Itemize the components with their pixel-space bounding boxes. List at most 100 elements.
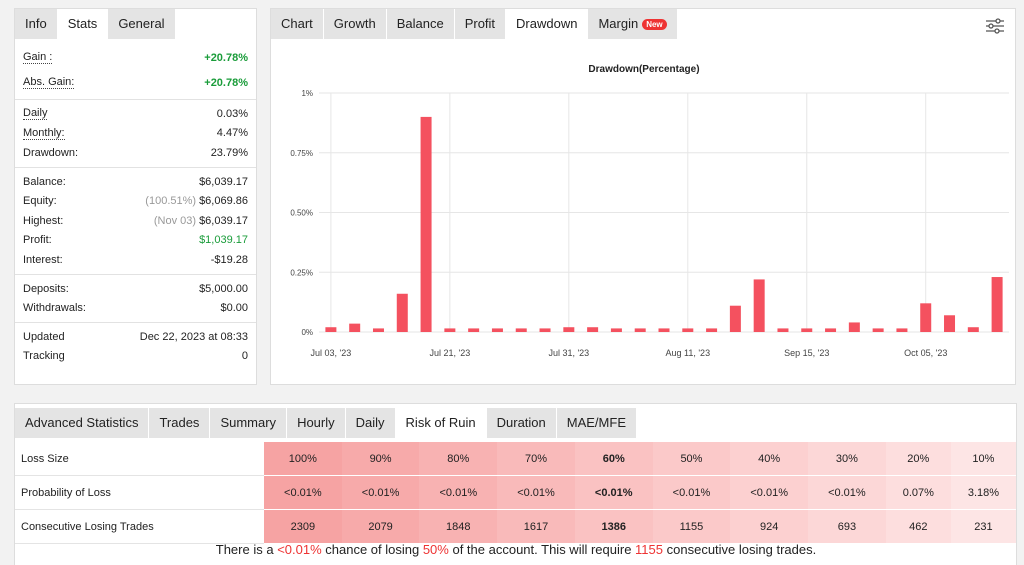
stat-label: Deposits:	[23, 282, 69, 295]
stat-value: Dec 22, 2023 at 08:33	[139, 330, 248, 343]
bar	[801, 328, 813, 332]
tab-label: Advanced Statistics	[25, 415, 139, 430]
stat-value: $6,039.17	[199, 175, 248, 188]
bar	[872, 328, 884, 332]
sentence-part: 1155	[635, 542, 664, 557]
bar	[944, 315, 956, 332]
cell: 1617	[497, 509, 575, 544]
stat-label: Balance:	[23, 175, 66, 188]
stats-group: Daily 0.03% Monthly: 4.47% Drawdown: 23.79%	[15, 100, 256, 168]
x-tick-label: Jul 31, '23	[548, 348, 589, 358]
settings-icon[interactable]	[985, 17, 1005, 35]
bar	[848, 322, 860, 332]
tab[interactable]: Info	[15, 9, 57, 39]
tab[interactable]: Hourly	[287, 408, 345, 438]
stats-row: Gain : +20.78%	[15, 45, 256, 70]
tab-label: Duration	[496, 415, 546, 430]
risk-sentence: There is a <0.01% chance of losing 50% o…	[15, 542, 1017, 557]
cell: 231	[950, 509, 1016, 544]
cell: <0.01%	[652, 475, 731, 510]
tab[interactable]: Summary	[210, 408, 287, 438]
stat-value-box: +20.78%	[204, 77, 248, 89]
tab-label: Summary	[220, 415, 277, 430]
cell: 100%	[264, 442, 342, 476]
tab[interactable]: Risk of Ruin	[395, 408, 486, 438]
tab[interactable]: Growth	[323, 9, 386, 39]
y-tick-label: 0%	[301, 328, 313, 337]
stat-value: $1,039.17	[199, 234, 248, 247]
tab-label: Profit	[464, 16, 496, 31]
advanced-panel: Advanced Statistics Trades Summary Hourly Da…	[14, 403, 1017, 565]
cell: 90%	[341, 442, 420, 476]
bar	[634, 328, 646, 332]
bar	[587, 327, 599, 332]
stat-value-box: 4.47%	[217, 127, 248, 139]
stats-tabs: Info Stats General	[15, 9, 256, 39]
tab-label: Margin	[598, 16, 639, 31]
bar	[753, 279, 765, 332]
tab[interactable]: Trades	[149, 408, 210, 438]
cell: 693	[808, 509, 886, 544]
stat-note: (Nov 03)	[153, 214, 197, 227]
tab-label: Risk of Ruin	[405, 415, 476, 430]
bar	[563, 327, 575, 332]
bar	[396, 293, 408, 332]
risk-table: Loss Size 100% 90% 80% 70% 60% 50% 40% 30% 20% 10%…	[15, 442, 1016, 544]
bar	[729, 305, 741, 332]
bar	[349, 323, 361, 332]
stats-row: Interest: -$19.28	[15, 250, 256, 270]
bar	[372, 328, 384, 332]
advanced-tabs: Advanced Statistics Trades Summary Hourly Da…	[15, 408, 1016, 438]
cell: 30%	[808, 442, 886, 476]
tab[interactable]: Profit	[454, 9, 506, 39]
tab-label: Chart	[281, 16, 313, 31]
tab[interactable]: Advanced Statistics	[15, 408, 149, 438]
stat-value-box: (100.51%) $6,069.86	[145, 195, 248, 207]
cell: 20%	[885, 442, 951, 476]
stat-label: Highest:	[23, 214, 64, 227]
tab-label: Info	[25, 16, 47, 31]
cell: 1848	[419, 509, 498, 544]
stat-value-box: $6,039.17	[199, 176, 248, 188]
stats-row: Withdrawals: $0.00	[15, 298, 256, 318]
table-row: Consecutive Losing Trades 2309 2079 1848 161…	[15, 509, 1016, 544]
x-tick-label: Jul 21, '23	[429, 348, 470, 358]
x-tick-label: Sep 15, '23	[784, 348, 829, 358]
bar	[706, 328, 718, 332]
tab[interactable]: Stats	[57, 9, 108, 39]
stat-value-box: $0.00	[220, 302, 248, 314]
stats-list: Gain : +20.78% Abs. Gain: +20.78% Daily 0.03%…	[15, 39, 256, 370]
stat-value: $6,069.86	[199, 195, 248, 208]
stat-value-box: +20.78%	[204, 52, 248, 64]
stat-value-box: (Nov 03) $6,039.17	[154, 215, 248, 227]
stat-value: $6,039.17	[199, 214, 248, 227]
tab[interactable]: Balance	[386, 9, 454, 39]
tab[interactable]: Margin New	[588, 9, 677, 39]
stats-row: Tracking 0	[15, 347, 256, 367]
tab[interactable]: Drawdown	[506, 9, 588, 39]
stat-value: 0.03%	[216, 107, 248, 120]
stats-row: Balance: $6,039.17	[15, 172, 256, 192]
stats-row: Deposits: $5,000.00	[15, 279, 256, 299]
tab[interactable]: Chart	[271, 9, 323, 39]
bar	[610, 328, 622, 332]
tab-label: MAE/MFE	[566, 415, 626, 430]
tab[interactable]: Daily	[345, 408, 395, 438]
bar	[658, 328, 670, 332]
table-row: Probability of Loss <0.01% <0.01% <0.01% <0.…	[15, 475, 1016, 510]
stats-panel: Info Stats General Gain : +20.78% Abs. Gain:…	[14, 8, 257, 385]
tab[interactable]: General	[108, 9, 175, 39]
cell: 1155	[652, 509, 731, 544]
bar	[444, 328, 456, 332]
stats-group: Gain : +20.78% Abs. Gain: +20.78%	[15, 41, 256, 100]
stat-label: Drawdown:	[23, 146, 79, 159]
bar	[920, 303, 932, 332]
chart-panel: Chart Growth Balance Profit Drawdown Margin Ne…	[270, 8, 1016, 385]
cell: 1386	[574, 509, 653, 544]
tab-label: Drawdown	[516, 16, 578, 31]
stat-value-box: $1,039.17	[199, 234, 248, 246]
tab[interactable]: MAE/MFE	[556, 408, 636, 438]
chart: Drawdown(Percentage) 0% 0.25% 0.50% 0.75% 1%…	[290, 64, 1009, 358]
tab-label: Balance	[396, 16, 444, 31]
tab[interactable]: Duration	[486, 408, 556, 438]
